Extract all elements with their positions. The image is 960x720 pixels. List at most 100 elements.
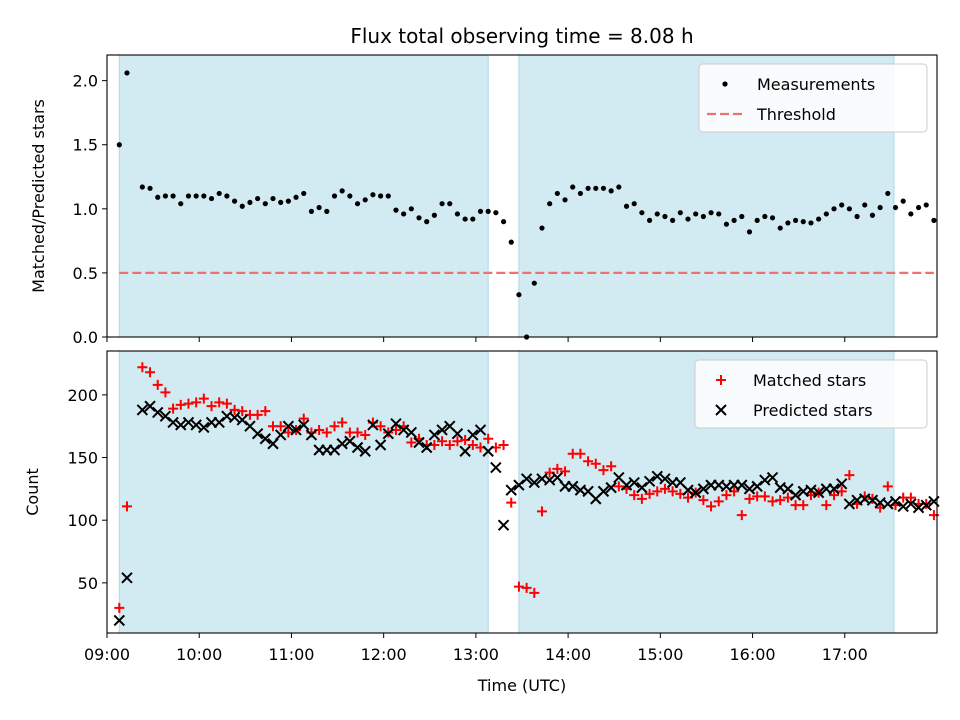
matched-star-point bbox=[198, 393, 209, 404]
predicted-star-point bbox=[490, 461, 502, 474]
chart-title: Flux total observing time = 8.08 h bbox=[350, 24, 693, 48]
matched-star-point bbox=[552, 463, 563, 474]
legend: Matched stars Predicted stars bbox=[694, 359, 928, 429]
measurement-point bbox=[869, 212, 876, 218]
measurement-point bbox=[377, 193, 384, 199]
measurement-point bbox=[247, 199, 253, 206]
predicted-star-point bbox=[689, 486, 702, 499]
measurement-point bbox=[401, 211, 407, 217]
predicted-star-point bbox=[782, 483, 794, 495]
matched-star-point bbox=[252, 409, 263, 420]
matched-star-point bbox=[698, 495, 709, 506]
predicted-star-point bbox=[167, 416, 179, 429]
predicted-star-point bbox=[159, 410, 172, 422]
matched-star-point bbox=[375, 421, 386, 432]
measurement-point bbox=[278, 199, 284, 206]
measurement-point bbox=[654, 211, 660, 217]
measurement-point bbox=[631, 201, 637, 207]
matched-star-point bbox=[283, 427, 294, 438]
measurement-point bbox=[485, 208, 491, 214]
legend-label: Measurements bbox=[757, 75, 875, 94]
matched-star-point bbox=[260, 406, 271, 417]
measurement-point bbox=[293, 194, 299, 200]
predicted-star-point bbox=[528, 476, 541, 489]
predicted-star-point bbox=[812, 486, 825, 499]
matched-star-point bbox=[829, 490, 840, 501]
matched-star-point bbox=[560, 466, 571, 477]
predicted-star-point bbox=[152, 406, 164, 419]
measurement-point bbox=[470, 216, 476, 222]
measurement-point bbox=[162, 193, 169, 199]
predicted-star-point bbox=[351, 441, 364, 454]
predicted-star-point bbox=[882, 498, 894, 510]
matched-star-point bbox=[114, 602, 125, 613]
measurement-point bbox=[892, 204, 899, 211]
measurement-point bbox=[639, 210, 645, 216]
predicted-star-point bbox=[413, 436, 425, 449]
matched-star-point bbox=[583, 456, 594, 467]
predicted-star-point bbox=[497, 519, 510, 531]
matched-star-point bbox=[744, 493, 755, 504]
predicted-star-point bbox=[436, 424, 448, 436]
matched-star-point bbox=[229, 404, 240, 415]
predicted-star-point bbox=[182, 416, 195, 429]
x-tick-label: 13:00 bbox=[453, 645, 499, 664]
measurement-point bbox=[324, 208, 330, 214]
measurement-point bbox=[908, 211, 914, 217]
measurement-point bbox=[862, 202, 868, 208]
y-tick-label: 0.0 bbox=[73, 328, 98, 347]
measurement-point bbox=[846, 206, 852, 212]
matched-star-point bbox=[145, 367, 156, 378]
legend-label: Matched stars bbox=[753, 371, 866, 390]
matched-star-point bbox=[183, 398, 194, 409]
matched-star-point bbox=[337, 417, 348, 428]
predicted-star-point bbox=[336, 438, 348, 450]
measurement-point bbox=[147, 185, 153, 191]
legend: Measurements Threshold bbox=[698, 63, 928, 133]
measurement-point bbox=[516, 292, 522, 298]
matched-star-point bbox=[437, 436, 448, 447]
bottom-panel: 50 100 150 200 09:00 10:00 11:00 12:00 13:00 14:0… bbox=[23, 350, 940, 695]
predicted-star-point bbox=[428, 429, 441, 441]
predicted-star-point bbox=[374, 439, 387, 451]
measurement-point bbox=[923, 202, 929, 208]
predicted-star-point bbox=[743, 483, 756, 495]
measurement-point bbox=[554, 190, 560, 197]
measurement-point bbox=[646, 217, 653, 223]
top-panel: 0.0 0.5 1.0 1.5 2.0 Matched/Predicted stars Me… bbox=[29, 54, 938, 347]
measurement-point bbox=[531, 280, 537, 286]
measurement-point bbox=[224, 193, 230, 199]
matched-star-point bbox=[498, 440, 509, 450]
measurement-point bbox=[116, 142, 122, 148]
predicted-star-point bbox=[467, 429, 479, 441]
predicted-star-point bbox=[482, 445, 494, 457]
measurement-point bbox=[754, 217, 760, 223]
matched-star-point bbox=[168, 403, 179, 414]
matched-star-point bbox=[598, 465, 609, 476]
shaded-range bbox=[118, 350, 489, 634]
measurement-point bbox=[439, 201, 445, 207]
measurement-point bbox=[562, 197, 568, 203]
predicted-star-point bbox=[298, 419, 310, 431]
measurement-point bbox=[777, 225, 783, 231]
matched-star-point bbox=[329, 421, 340, 432]
predicted-star-point bbox=[390, 417, 402, 430]
matched-star-point bbox=[536, 506, 547, 517]
x-tick-label: 10:00 bbox=[176, 645, 222, 664]
measurement-point bbox=[931, 217, 937, 223]
predicted-star-point bbox=[382, 428, 394, 440]
measurement-point bbox=[800, 219, 806, 225]
y-tick-label: 200 bbox=[67, 386, 98, 405]
matched-star-point bbox=[160, 387, 171, 398]
matched-star-point bbox=[214, 397, 225, 408]
y-tick-label: 0.5 bbox=[73, 264, 98, 283]
predicted-star-point bbox=[843, 498, 856, 510]
measurement-point bbox=[608, 188, 614, 194]
measurement-point bbox=[416, 215, 422, 221]
matched-star-point bbox=[798, 500, 809, 511]
measurement-point bbox=[462, 216, 468, 222]
predicted-star-point bbox=[636, 481, 648, 494]
matched-star-point bbox=[882, 481, 893, 492]
predicted-star-point bbox=[682, 484, 694, 496]
